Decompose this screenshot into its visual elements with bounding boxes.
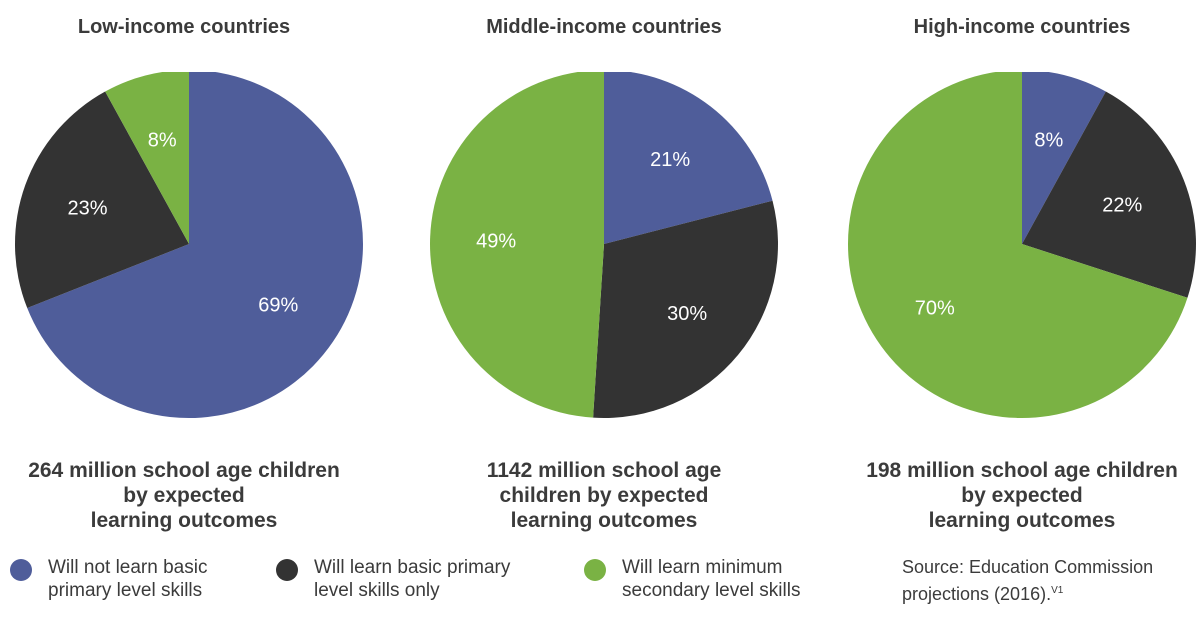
legend-label: Will not learn basic primary level skill… [48,556,288,602]
chart-title: Low-income countries [77,16,291,38]
legend-swatch-blue [10,559,32,581]
pie-chart-high-income: 8% 22% 70% [848,72,1196,418]
slice-not-basic [604,72,773,244]
slice-value-label: 8% [1034,130,1063,152]
caption-line: learning outcomes [928,509,1116,532]
caption-line: by expected [123,484,245,507]
slice-value-label: 30% [667,303,707,325]
slice-basic-only [593,200,778,419]
slice-value-label: 8% [148,130,177,152]
source-text: projections (2016). [902,584,1052,604]
caption-line: learning outcomes [90,509,278,532]
source-note: Source: Education Commission projections… [902,556,1192,606]
legend-label: Will learn minimum secondary level skill… [622,556,862,602]
legend-line: Will not learn basic [48,557,208,578]
slice-value-label: 23% [67,197,107,219]
source-superscript: V1 [1051,585,1064,596]
source-line: projections (2016).V1 [902,579,1192,606]
legend-line: Will learn basic primary [314,557,511,578]
legend-line: level skills only [314,580,440,601]
caption-line: 198 million school age children [866,459,1178,482]
slice-value-label: 49% [476,231,516,253]
source-line: Source: Education Commission [902,557,1154,577]
slice-value-label: 70% [915,297,955,319]
slice-value-label: 69% [258,295,298,317]
chart-title: High-income countries [913,16,1131,38]
chart-caption: 264 million school age children by expec… [0,458,374,533]
chart-caption: 198 million school age children by expec… [832,458,1196,533]
caption-line: learning outcomes [510,509,698,532]
slice-min-secondary [105,72,189,244]
legend-swatch-green [584,559,606,581]
slice-min-secondary [848,72,1188,418]
chart-title: Middle-income countries [486,16,722,38]
slice-not-basic [1022,72,1106,244]
legend-swatch-dark [276,559,298,581]
caption-line: children by expected [499,484,709,507]
legend-label: Will learn basic primary level skills on… [314,556,554,602]
slice-basic-only [1022,91,1196,298]
caption-line: 264 million school age children [28,459,340,482]
legend-line: Will learn minimum [622,557,783,578]
legend-line: primary level skills [48,580,203,601]
slice-not-basic [27,72,363,418]
pie-chart-low-income: 69% 23% 8% [14,72,363,418]
slice-min-secondary [429,72,604,418]
slice-value-label: 21% [650,149,690,171]
legend-line: secondary level skills [622,580,801,601]
caption-line: 1142 million school age [486,459,722,482]
chart-caption: 1142 million school age children by expe… [414,458,794,533]
slice-basic-only [14,91,190,309]
slice-value-label: 22% [1102,194,1142,216]
pie-chart-middle-income: 21% 30% 49% [429,72,778,419]
caption-line: by expected [961,484,1083,507]
